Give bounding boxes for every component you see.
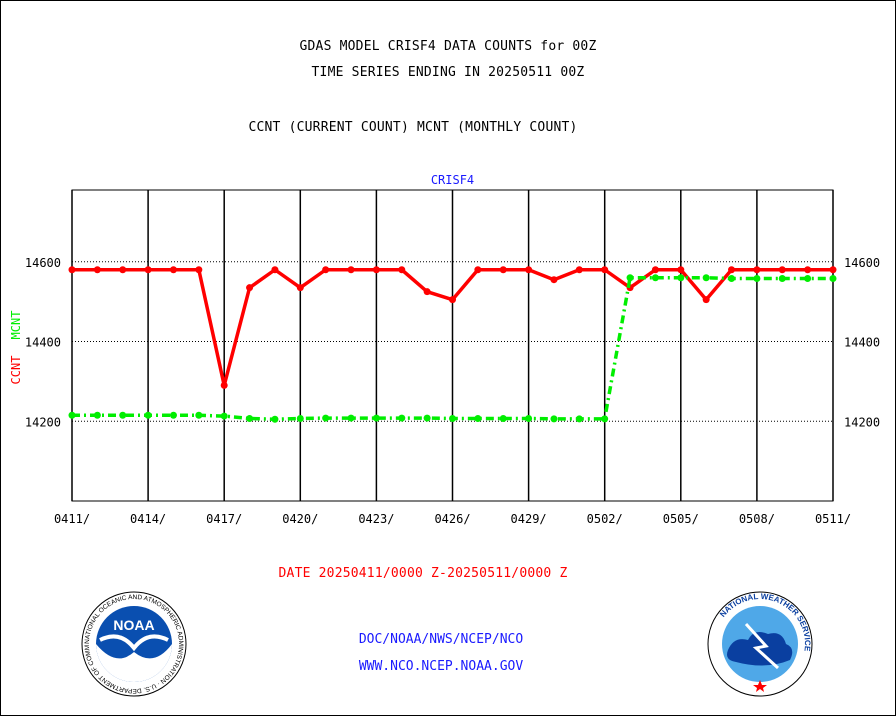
series-point-ccnt xyxy=(651,266,659,274)
noaa-logo-text: NOAA xyxy=(113,617,154,633)
series-point-ccnt xyxy=(68,266,76,274)
series-point-ccnt xyxy=(550,276,558,284)
series-point-mcnt xyxy=(601,415,609,423)
series-point-mcnt xyxy=(296,414,304,422)
y-tick-label-right: 14400 xyxy=(844,336,880,350)
series-point-ccnt xyxy=(119,266,127,274)
series-point-mcnt xyxy=(651,274,659,282)
series-point-ccnt xyxy=(804,266,812,274)
series-point-ccnt xyxy=(677,266,685,274)
series-point-ccnt xyxy=(829,266,837,274)
series-point-ccnt xyxy=(246,284,254,292)
chart-header-line-1: GDAS MODEL CRISF4 DATA COUNTS for 00Z xyxy=(299,39,597,54)
series-point-ccnt xyxy=(778,266,786,274)
series-point-ccnt xyxy=(195,266,203,274)
series-point-mcnt xyxy=(246,414,254,422)
series-point-ccnt xyxy=(525,266,533,274)
series-point-mcnt xyxy=(829,275,837,283)
series-point-mcnt xyxy=(169,411,177,419)
series-point-mcnt xyxy=(271,415,279,423)
series-point-mcnt xyxy=(677,274,685,282)
series-point-ccnt xyxy=(601,266,609,274)
series-point-mcnt xyxy=(575,415,583,423)
website-link[interactable]: WWW.NCO.NCEP.NOAA.GOV xyxy=(358,659,524,674)
series-point-ccnt xyxy=(499,266,507,274)
series-point-ccnt xyxy=(372,266,380,274)
x-tick-label: 0417/ xyxy=(206,512,242,526)
x-tick-label: 0429/ xyxy=(511,512,547,526)
series-point-mcnt xyxy=(372,414,380,422)
chart-header-line-3: CCNT (CURRENT COUNT) MCNT (MONTHLY COUNT… xyxy=(248,120,578,135)
series-point-mcnt xyxy=(423,414,431,422)
series-point-ccnt xyxy=(474,266,482,274)
series-point-mcnt xyxy=(474,414,482,422)
series-point-mcnt xyxy=(119,411,127,419)
series-point-ccnt xyxy=(753,266,761,274)
x-tick-label: 0411/ xyxy=(54,512,90,526)
series-point-mcnt xyxy=(322,414,330,422)
series-point-mcnt xyxy=(347,414,355,422)
x-tick-label: 0502/ xyxy=(587,512,623,526)
x-tick-label: 0423/ xyxy=(358,512,394,526)
series-point-mcnt xyxy=(449,414,456,422)
series-point-mcnt xyxy=(778,275,786,283)
series-point-mcnt xyxy=(499,414,507,422)
series-point-mcnt xyxy=(753,275,761,283)
series-point-mcnt xyxy=(220,412,228,420)
series-point-mcnt xyxy=(144,411,152,419)
y-axis-label-ccnt: CCNT xyxy=(9,356,23,385)
series-point-mcnt xyxy=(702,274,710,282)
x-tick-label: 0414/ xyxy=(130,512,166,526)
series-point-ccnt xyxy=(423,288,431,296)
series-point-ccnt xyxy=(728,266,736,274)
noaa-logo: NOAA NATIONAL OCEANIC AND ATMOSPHERIC AD… xyxy=(80,590,187,697)
chart-title: CRISF4 xyxy=(431,173,474,187)
y-tick-label-left: 14400 xyxy=(25,336,61,350)
y-tick-label-left: 14200 xyxy=(25,415,61,429)
x-tick-label: 0420/ xyxy=(282,512,318,526)
series-point-ccnt xyxy=(271,266,279,274)
series-point-mcnt xyxy=(550,415,558,423)
series-point-ccnt xyxy=(449,296,456,304)
y-axis-label-mcnt: MCNT xyxy=(9,311,23,340)
chart-header-line-2: TIME SERIES ENDING IN 20250511 00Z xyxy=(311,65,585,80)
y-tick-label-right: 14200 xyxy=(844,415,880,429)
series-point-ccnt xyxy=(322,266,330,274)
series-point-mcnt xyxy=(525,414,533,422)
x-tick-label: 0508/ xyxy=(739,512,775,526)
series-point-mcnt xyxy=(626,274,634,282)
series-point-ccnt xyxy=(347,266,355,274)
date-range-label: DATE 20250411/0000 Z-20250511/0000 Z xyxy=(278,566,568,581)
x-tick-label: 0505/ xyxy=(663,512,699,526)
series-point-mcnt xyxy=(195,411,203,419)
series-point-ccnt xyxy=(93,266,101,274)
series-point-ccnt xyxy=(169,266,177,274)
series-point-ccnt xyxy=(702,296,710,304)
x-tick-label: 0426/ xyxy=(434,512,470,526)
x-tick-label: 0511/ xyxy=(815,512,851,526)
series-point-ccnt xyxy=(296,284,304,292)
series-point-mcnt xyxy=(804,275,812,283)
series-point-ccnt xyxy=(220,381,228,389)
series-point-mcnt xyxy=(93,411,101,419)
series-point-ccnt xyxy=(398,266,406,274)
nws-logo: NATIONAL WEATHER SERVICE xyxy=(707,591,813,697)
y-tick-label-right: 14600 xyxy=(844,256,880,270)
y-tick-label-left: 14600 xyxy=(25,256,61,270)
series-point-mcnt xyxy=(398,414,406,422)
org-path-text: DOC/NOAA/NWS/NCEP/NCO xyxy=(358,632,524,647)
series-point-ccnt xyxy=(575,266,583,274)
series-point-mcnt xyxy=(728,275,736,283)
series-point-mcnt xyxy=(68,411,76,419)
series-point-ccnt xyxy=(144,266,152,274)
chart-svg: 14200 14200 14400 14400 14600 14600 0411/0414/… xyxy=(9,173,880,526)
